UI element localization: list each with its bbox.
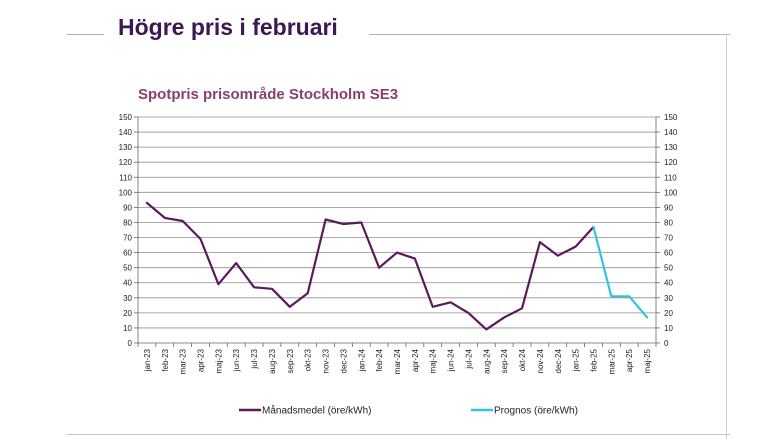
y-left-tick-label: 140	[119, 128, 133, 137]
legend-label-1: Månadsmedel (öre/kWh)	[262, 405, 371, 417]
x-tick-label: jan-25	[572, 348, 581, 372]
y-left-tick-label: 80	[123, 218, 132, 227]
x-tick-label: sep-24	[500, 348, 509, 373]
x-tick-label: feb-23	[161, 348, 170, 371]
y-right-tick-label: 150	[664, 113, 678, 122]
x-tick-label: jan-23	[143, 348, 152, 372]
x-tick-label: mar-25	[607, 348, 616, 374]
y-left-tick-label: 20	[123, 309, 132, 318]
y-right-tick-label: 140	[664, 128, 678, 137]
y-left-tick-label: 60	[123, 249, 132, 258]
chart-frame-right-border	[726, 34, 727, 439]
x-tick-label: feb-24	[375, 348, 384, 371]
y-axis-left-ticks: 0 10 20 30 40 50 60 70 80 90 100 110 120 130 140 150	[119, 113, 133, 348]
y-right-tick-label: 130	[664, 143, 678, 152]
x-tick-label: apr-25	[625, 348, 634, 372]
x-axis-ticks: jan-23 feb-23 mar-23 apr-23 maj-23 jun-23 jul-…	[143, 348, 652, 374]
bottom-rule	[67, 434, 730, 435]
x-tick-label: jun-24	[447, 348, 456, 372]
x-tick-label: jun-23	[232, 348, 241, 372]
x-tick-label: nov-24	[536, 348, 545, 373]
series-line-2	[592, 225, 649, 319]
x-tick-label: jan-24	[357, 348, 366, 372]
y-right-tick-label: 90	[664, 203, 673, 212]
x-tick-label: mar-23	[179, 348, 188, 374]
x-tick-label: apr-24	[411, 348, 420, 372]
y-left-tick-label: 70	[123, 234, 132, 243]
y-left-tick-label: 30	[123, 294, 132, 303]
y-left-tick-label: 50	[123, 264, 132, 273]
y-left-tick-label: 10	[123, 324, 132, 333]
x-tick-label: maj-25	[643, 348, 652, 373]
y-right-tick-label: 40	[664, 279, 673, 288]
x-tick-label: aug-24	[482, 348, 491, 373]
x-tick-label: maj-23	[214, 348, 223, 373]
x-tick-label: dec-24	[554, 348, 563, 373]
x-tick-label: dec-23	[339, 348, 348, 373]
axes	[134, 116, 660, 347]
page-title: Högre pris i februari	[118, 14, 338, 40]
y-left-tick-label: 130	[119, 143, 133, 152]
y-left-tick-label: 0	[128, 339, 133, 348]
y-right-tick-label: 110	[664, 173, 677, 182]
x-tick-label: maj-24	[429, 348, 438, 373]
x-tick-label: jul-23	[250, 348, 259, 369]
y-right-tick-label: 100	[664, 188, 678, 197]
x-tick-label: okt-24	[518, 348, 527, 371]
y-right-tick-label: 50	[664, 264, 673, 273]
y-right-tick-label: 0	[664, 339, 669, 348]
y-left-tick-label: 110	[119, 173, 132, 182]
y-right-tick-label: 120	[664, 158, 678, 167]
x-tick-label: aug-23	[268, 348, 277, 373]
x-tick-label: sep-23	[286, 348, 295, 373]
y-right-tick-label: 20	[664, 309, 673, 318]
x-tick-label: mar-24	[393, 348, 402, 374]
title-rule-left	[67, 34, 104, 35]
y-left-tick-label: 150	[119, 113, 133, 122]
y-right-tick-label: 80	[664, 218, 673, 227]
x-tick-label: feb-25	[589, 348, 598, 371]
y-left-tick-label: 40	[123, 279, 132, 288]
y-right-tick-label: 70	[664, 234, 673, 243]
y-axis-right-ticks: 0 10 20 30 40 50 60 70 80 90 100 110 120 130 140 150	[664, 113, 678, 348]
series-line-1	[145, 201, 595, 331]
y-left-tick-label: 100	[119, 188, 133, 197]
y-left-tick-label: 90	[123, 203, 132, 212]
chart-title: Spotpris prisområde Stockholm SE3	[138, 86, 399, 103]
gridlines	[138, 116, 656, 329]
y-right-tick-label: 30	[664, 294, 673, 303]
title-rule-right	[369, 34, 730, 35]
series-lines	[145, 201, 649, 331]
y-right-tick-label: 10	[664, 324, 673, 333]
x-tick-label: nov-23	[322, 348, 331, 373]
y-right-tick-label: 60	[664, 249, 673, 258]
y-left-tick-label: 120	[119, 158, 133, 167]
legend: Månadsmedel (öre/kWh) Prognos (öre/kWh)	[239, 405, 578, 417]
legend-label-2: Prognos (öre/kWh)	[494, 406, 578, 417]
x-tick-label: apr-23	[197, 348, 206, 372]
x-tick-label: jul-24	[464, 348, 473, 369]
x-tick-label: okt-23	[304, 348, 313, 371]
